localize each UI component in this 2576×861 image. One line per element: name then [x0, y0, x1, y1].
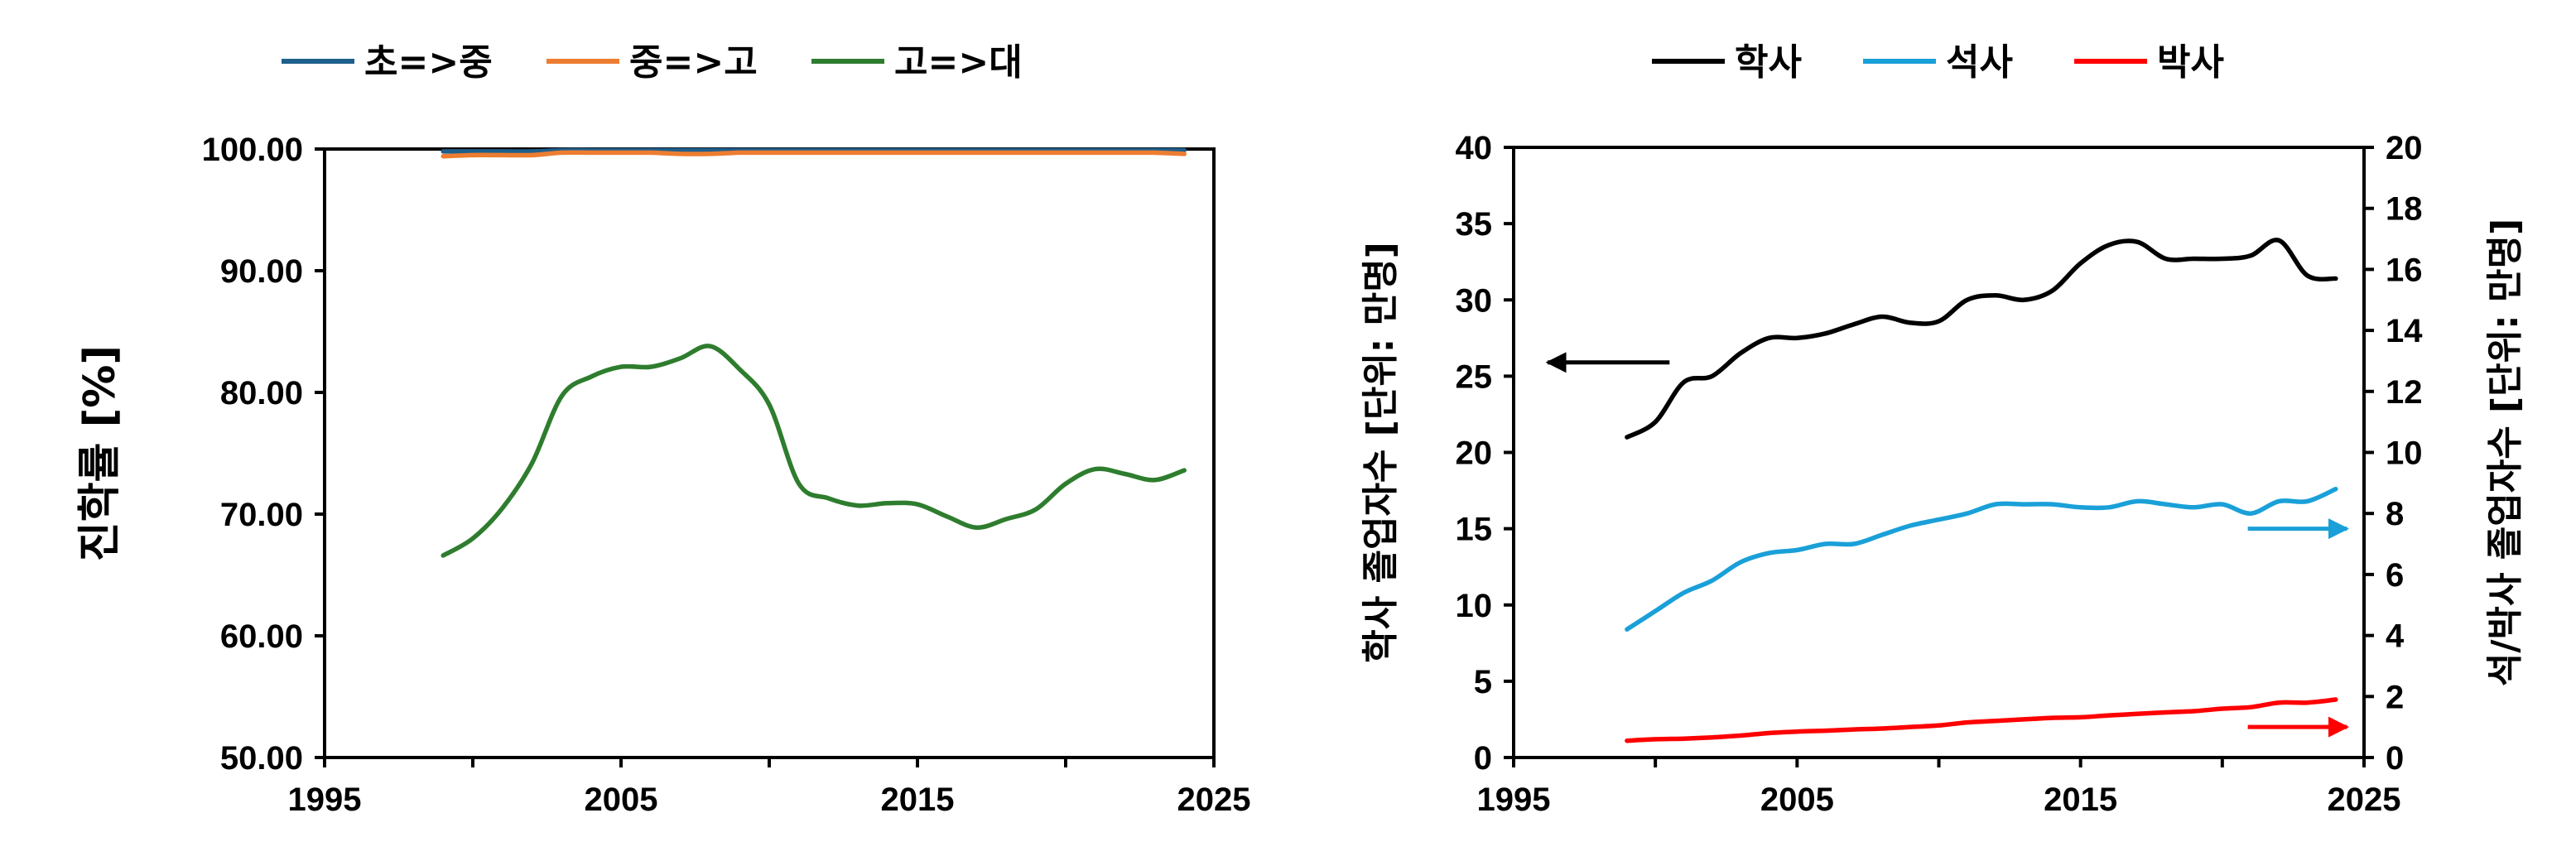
legend-label: 초=>중 — [364, 41, 493, 84]
legend-label: 학사 — [1735, 41, 1802, 84]
y-tick-label: 50.00 — [220, 740, 303, 777]
y-tick-label: 70.00 — [220, 497, 303, 533]
x-tick-label: 2025 — [1177, 782, 1251, 818]
legend-entry-3: 고=>대 — [811, 41, 1023, 84]
x-tick-label: 2015 — [2044, 782, 2117, 818]
legend-entry-1: 학사 — [1652, 41, 1802, 84]
x-tick-label: 1995 — [1477, 782, 1551, 818]
line-series-0 — [441, 147, 1187, 154]
x-tick-label: 2005 — [585, 782, 658, 818]
y2-tick-label: 10 — [2386, 435, 2423, 472]
line-series-2 — [1625, 697, 2338, 743]
enrollment-rate-chart: 50.00 60.00 70.00 80.00 90.00 100.00 1995 2005 2… — [75, 41, 1250, 818]
y2-axis-title: 석/박사 졸업자수 [단위: 만명] — [2484, 219, 2526, 686]
x-tick-label: 2005 — [1760, 782, 1834, 818]
y-tick-label: 10 — [1456, 588, 1493, 624]
x-tick-label: 2025 — [2328, 782, 2401, 818]
plot-frame — [323, 147, 1216, 759]
y-tick-label: 5 — [1474, 664, 1492, 700]
y-tick-label: 60.00 — [220, 618, 303, 655]
legend-label: 석사 — [1946, 41, 2013, 84]
y-tick-label: 20 — [1456, 435, 1493, 472]
y2-tick-label: 4 — [2386, 618, 2405, 655]
line-series-1 — [1625, 486, 2338, 632]
legend-label: 고=>대 — [894, 41, 1023, 84]
legend-entry-1: 초=>중 — [282, 41, 493, 84]
y2-tick-label: 18 — [2386, 191, 2423, 228]
x-tick-label: 2015 — [881, 782, 955, 818]
legend-label: 박사 — [2157, 41, 2224, 84]
y-axis-title: 진학률 [%] — [75, 345, 125, 561]
legend-entry-2: 중=>고 — [546, 41, 758, 84]
y-tick-label: 30 — [1456, 282, 1493, 319]
y-tick-label: 80.00 — [220, 375, 303, 411]
y2-tick-label: 8 — [2386, 496, 2404, 532]
line-series-2 — [441, 344, 1187, 558]
y-tick-label: 100.00 — [202, 132, 303, 168]
y2-tick-label: 20 — [2386, 130, 2423, 166]
y2-tick-label: 2 — [2386, 679, 2404, 715]
y2-tick-label: 0 — [2386, 740, 2404, 777]
y-tick-label: 90.00 — [220, 253, 303, 290]
y2-tick-label: 12 — [2386, 374, 2423, 411]
y2-tick-label: 6 — [2386, 557, 2404, 594]
line-series-1 — [441, 150, 1187, 159]
y-tick-label: 15 — [1456, 512, 1493, 548]
y-tick-label: 40 — [1456, 130, 1493, 166]
y2-tick-label: 16 — [2386, 252, 2423, 288]
legend-label: 중=>고 — [629, 41, 758, 84]
y-tick-label: 25 — [1456, 358, 1493, 395]
y-tick-label: 0 — [1474, 740, 1492, 777]
legend-entry-3: 박사 — [2074, 41, 2224, 84]
x-tick-label: 1995 — [288, 782, 362, 818]
y-axis-title: 학사 졸업자수 [단위: 만명] — [1360, 242, 1402, 663]
y-tick-label: 35 — [1456, 206, 1493, 243]
legend-entry-2: 석사 — [1863, 41, 2013, 84]
y2-tick-label: 14 — [2386, 313, 2423, 349]
plot-frame — [1512, 146, 2366, 759]
line-series-0 — [1625, 238, 2338, 440]
